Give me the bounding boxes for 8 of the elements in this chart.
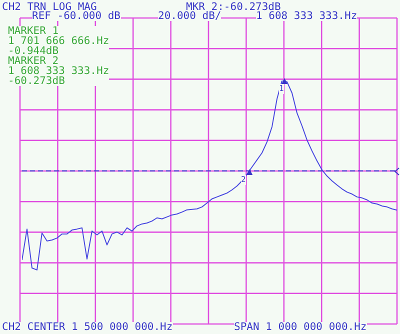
annotation: 1: [279, 84, 284, 94]
annotation: CH2 CENTER 1 500 000 000.Hz: [2, 321, 173, 333]
annotation: SPAN 1 000 000 000.Hz: [234, 321, 367, 333]
text: 20.000 dB/: [158, 10, 222, 22]
text: REF -60.000 dB: [32, 10, 121, 22]
text: MARKER 1 1 701 666 666.Hz -0.944dB: [8, 25, 110, 57]
annotation: MARKER 2 1 608 333 333.Hz -60.273dB: [8, 55, 110, 87]
text: 1 608 333 333.Hz: [256, 10, 358, 22]
